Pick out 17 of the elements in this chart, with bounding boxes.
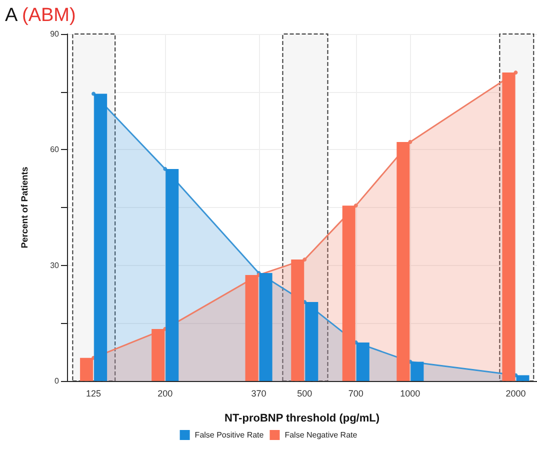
chart-title: A bbox=[5, 5, 18, 26]
x-axis-title: NT-proBNP threshold (pg/mL) bbox=[224, 412, 380, 424]
chart-subtitle: (ABM) bbox=[22, 5, 76, 26]
y-tick-label: 0 bbox=[54, 376, 60, 386]
x-tick-label: 200 bbox=[158, 388, 173, 398]
y-tick-label: 30 bbox=[50, 260, 60, 270]
x-tick-label: 700 bbox=[348, 388, 364, 398]
y-axis-title: Percent of Patients bbox=[20, 166, 30, 248]
legend-label: False Negative Rate bbox=[284, 430, 358, 440]
y-tick-label: 60 bbox=[50, 145, 60, 154]
y-tick-label: 90 bbox=[50, 30, 60, 38]
x-tick-label: 2000 bbox=[506, 388, 526, 398]
legend-label: False Positive Rate bbox=[194, 430, 264, 440]
x-tick-label: 370 bbox=[251, 388, 266, 398]
x-tick-label: 125 bbox=[86, 388, 102, 398]
x-tick-label: 1000 bbox=[400, 388, 420, 398]
x-tick-label: 500 bbox=[297, 388, 312, 398]
